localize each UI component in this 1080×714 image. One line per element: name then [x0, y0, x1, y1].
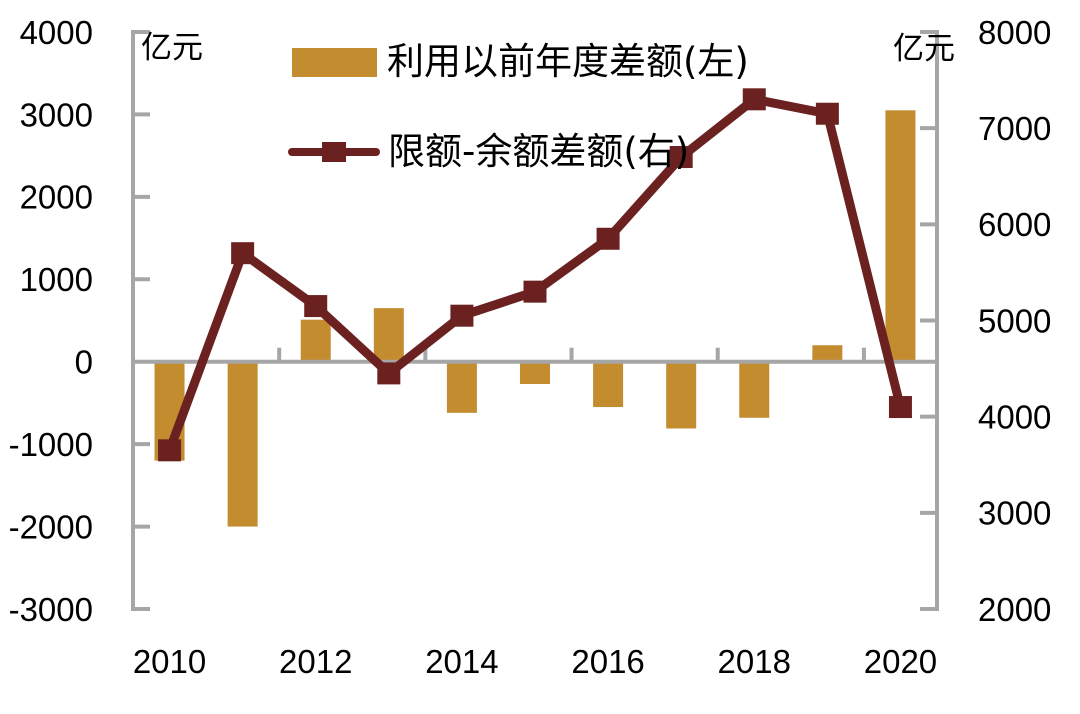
right-axis-tick-label: 7000: [978, 110, 1051, 147]
line-marker-2016: [596, 227, 620, 250]
left-axis-tick-label: 2000: [20, 179, 93, 216]
x-axis-label-2020: 2020: [864, 643, 937, 680]
legend-bar-swatch-icon: [292, 47, 377, 77]
legend-line-series-label: 限额-余额差额(右): [388, 130, 690, 173]
left-axis-tick-label: -2000: [9, 508, 93, 545]
right-axis-unit-label: 亿元: [893, 31, 955, 67]
bar-2011: [227, 361, 258, 527]
left-axis-tick-label: 3000: [20, 96, 93, 133]
line-marker-2010: [158, 439, 182, 462]
line-marker-2019: [815, 102, 839, 125]
right-axis-tick-label: 4000: [978, 399, 1051, 436]
x-axis-label-2012: 2012: [279, 643, 352, 680]
left-axis-tick-label: 0: [75, 344, 93, 381]
bar-2012: [300, 319, 331, 362]
bar-2019: [812, 345, 843, 362]
line-marker-2017: [669, 146, 693, 169]
legend-line-sample-icon: [288, 142, 380, 162]
right-axis-tick-label: 8000: [978, 14, 1051, 51]
line-marker-2020: [888, 396, 912, 419]
line-marker-2011: [231, 242, 255, 265]
line-marker-2014: [450, 304, 474, 327]
line-marker-2015: [523, 280, 547, 303]
left-axis-tick-label: 1000: [20, 261, 93, 298]
right-axis-tick-label: 3000: [978, 495, 1051, 532]
x-axis-label-2018: 2018: [718, 643, 791, 680]
bar-2016: [593, 361, 624, 408]
bar-2014: [446, 361, 477, 413]
x-axis-label-2010: 2010: [133, 643, 206, 680]
legend-line-marker-icon: [322, 142, 346, 162]
left-axis-unit-label: 亿元: [141, 30, 203, 66]
x-axis-label-2016: 2016: [571, 643, 644, 680]
right-axis-tick-label: 2000: [978, 591, 1051, 628]
line-marker-2012: [304, 295, 328, 318]
bar-2013: [373, 308, 404, 362]
bar-2018: [739, 361, 770, 418]
right-axis-tick-label: 5000: [978, 302, 1051, 339]
bar-2020: [885, 110, 916, 362]
line-marker-2013: [377, 362, 401, 385]
left-axis-tick-label: -1000: [9, 426, 93, 463]
left-axis-tick-label: -3000: [9, 591, 93, 628]
legend-item-bar-series: 利用以前年度差额(左): [292, 40, 749, 84]
x-axis-label-2014: 2014: [425, 643, 498, 680]
legend-item-line-series: 限额-余额差额(右): [288, 130, 689, 174]
legend-bar-series-label: 利用以前年度差额(左): [387, 40, 749, 83]
line-marker-2018: [742, 88, 766, 111]
bar-2017: [666, 361, 697, 429]
left-axis-tick-label: 4000: [20, 14, 93, 51]
bar-2015: [520, 361, 550, 384]
right-axis-tick-label: 6000: [978, 206, 1051, 243]
